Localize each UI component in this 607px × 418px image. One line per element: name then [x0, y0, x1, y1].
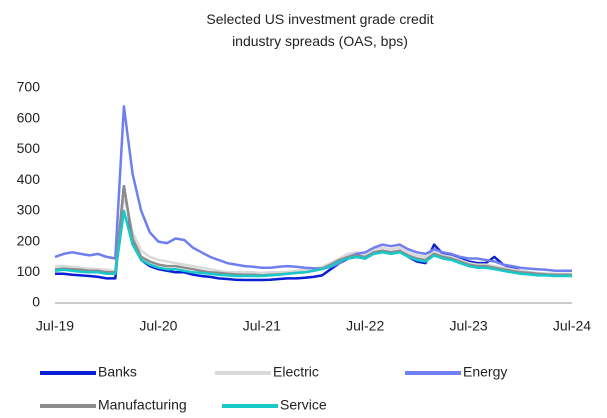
x-tick-label: Jul-20 [139, 318, 177, 334]
y-tick-label: 400 [17, 171, 41, 187]
legend-label: Service [280, 397, 327, 413]
y-tick-label: 200 [17, 232, 41, 248]
x-tick-label: Jul-21 [243, 318, 281, 334]
chart-title: Selected US investment grade credit indus… [206, 11, 433, 49]
y-tick-label: 700 [17, 79, 41, 95]
x-tick-label: Jul-22 [346, 318, 384, 334]
series-line [54, 209, 572, 278]
y-tick-label: 0 [32, 294, 40, 310]
y-tick-label: 600 [17, 109, 41, 125]
legend-label: Manufacturing [98, 397, 187, 413]
legend-label: Banks [98, 364, 137, 380]
y-tick-label: 500 [17, 140, 41, 156]
x-tick-label: Jul-24 [553, 318, 591, 334]
x-tick-label: Jul-23 [450, 318, 488, 334]
y-tick-label: 300 [17, 202, 41, 218]
x-tick-label: Jul-19 [36, 318, 74, 334]
y-tick-label: 100 [17, 263, 41, 279]
legend-label: Electric [273, 364, 319, 380]
series-line [54, 105, 572, 273]
legend-label: Energy [463, 364, 507, 380]
